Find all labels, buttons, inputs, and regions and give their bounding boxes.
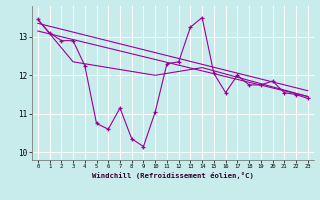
X-axis label: Windchill (Refroidissement éolien,°C): Windchill (Refroidissement éolien,°C) — [92, 172, 254, 179]
